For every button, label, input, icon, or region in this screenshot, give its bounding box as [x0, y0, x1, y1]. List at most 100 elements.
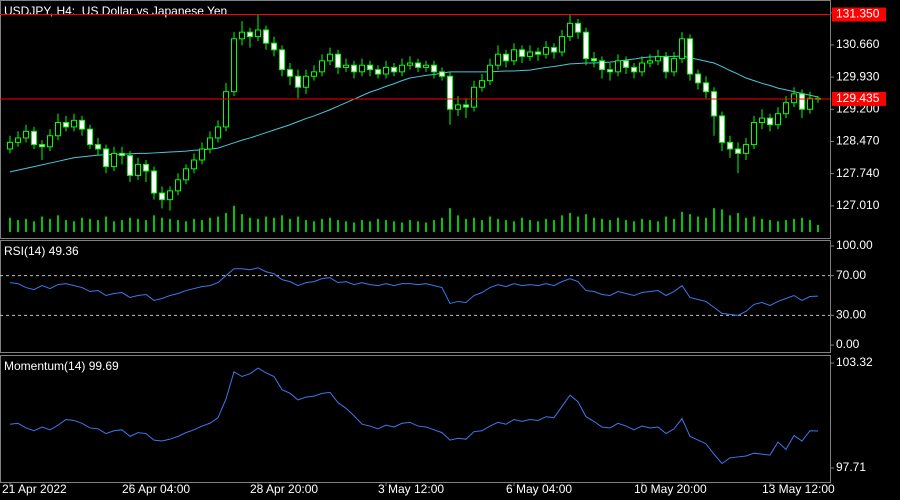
- candle-body: [399, 64, 405, 73]
- candle-body: [327, 53, 333, 62]
- candle-body: [791, 93, 797, 104]
- volume-bar: [273, 217, 275, 232]
- volume-bar: [73, 221, 75, 232]
- y-tick-label: 0.00: [836, 337, 860, 351]
- candle-body: [671, 58, 677, 73]
- candle-body: [623, 60, 629, 68]
- moving-average: [9, 55, 819, 173]
- volume-bar: [121, 220, 123, 232]
- candle-body: [663, 55, 669, 73]
- volume-bar: [25, 218, 27, 232]
- panel-title: USDJPY, H4: US Dollar vs Japanese Yen: [4, 4, 227, 18]
- candle-body: [535, 51, 541, 55]
- x-tick-label: 6 May 04:00: [506, 482, 572, 496]
- volume-bar: [745, 217, 747, 232]
- volume-bar: [289, 218, 291, 232]
- volume-bar: [137, 218, 139, 232]
- candle-body: [391, 66, 397, 73]
- volume-bar: [185, 221, 187, 232]
- volume-bar: [449, 208, 451, 232]
- candle-body: [159, 192, 165, 201]
- volume-bar: [721, 209, 723, 232]
- volume-bar: [49, 218, 51, 232]
- volume-bar: [345, 221, 347, 232]
- candle-body: [407, 62, 413, 66]
- candle-body: [127, 155, 133, 176]
- volume-bar: [257, 218, 259, 232]
- candle-body: [703, 82, 709, 93]
- volume-bar: [665, 216, 667, 232]
- volume-bar: [105, 216, 107, 232]
- candle-body: [591, 58, 597, 62]
- volume-bar: [433, 220, 435, 232]
- candle-body: [151, 170, 157, 194]
- volume-bar: [249, 217, 251, 232]
- volume-bar: [233, 205, 235, 232]
- volume-bar: [97, 220, 99, 232]
- candle-body: [263, 29, 269, 44]
- candle-body: [79, 119, 85, 130]
- volume-bar: [169, 218, 171, 232]
- candle-body: [487, 64, 493, 82]
- volume-bar: [9, 217, 11, 232]
- candle-body: [423, 64, 429, 68]
- volume-bar: [529, 220, 531, 232]
- volume-bar: [793, 218, 795, 232]
- volume-bar: [697, 216, 699, 232]
- volume-bar: [505, 220, 507, 232]
- volume-bar: [521, 217, 523, 232]
- volume-bar: [41, 216, 43, 232]
- candle-body: [647, 60, 653, 64]
- candle-body: [375, 69, 381, 75]
- candle-body: [559, 36, 565, 53]
- candle-body: [135, 163, 141, 176]
- volume-bar: [161, 217, 163, 232]
- candle-body: [255, 29, 261, 38]
- candle-body: [631, 66, 637, 73]
- candle-body: [543, 47, 549, 55]
- volume-bar: [265, 216, 267, 232]
- volume-bar: [713, 208, 715, 232]
- y-tick-label: 30.00: [836, 307, 866, 321]
- candle-body: [15, 137, 21, 143]
- volume-bar: [649, 220, 651, 232]
- volume-bar: [577, 216, 579, 232]
- price-level-label: 129.435: [836, 91, 880, 105]
- volume-bar: [417, 221, 419, 232]
- candle-body: [503, 53, 509, 62]
- volume-bar: [673, 218, 675, 232]
- volume-bar: [145, 220, 147, 232]
- candle-body: [615, 60, 621, 73]
- candle-body: [231, 38, 237, 93]
- y-tick-label: 103.32: [836, 355, 873, 369]
- volume-bar: [777, 221, 779, 232]
- volume-bar: [609, 220, 611, 232]
- candle-body: [383, 66, 389, 75]
- volume-bar: [601, 218, 603, 232]
- volume-bar: [401, 222, 403, 232]
- y-tick-label: 130.660: [836, 37, 880, 51]
- candle-body: [471, 86, 477, 108]
- panel-title: RSI(14) 49.36: [4, 244, 79, 258]
- x-tick-label: 28 Apr 20:00: [250, 482, 318, 496]
- candle-body: [447, 75, 453, 110]
- candle-body: [319, 60, 325, 73]
- volume-bar: [625, 220, 627, 232]
- candle-body: [119, 152, 125, 157]
- volume-bar: [545, 218, 547, 232]
- candle-body: [359, 64, 365, 73]
- volume-bar: [657, 221, 659, 232]
- candle-body: [279, 49, 285, 71]
- candle-body: [463, 104, 469, 108]
- volume-bar: [81, 217, 83, 232]
- candle-body: [575, 22, 581, 33]
- volume-bar: [297, 216, 299, 232]
- candle-body: [343, 64, 349, 68]
- volume-bar: [113, 221, 115, 232]
- volume-bar: [129, 217, 131, 232]
- volume-bar: [225, 212, 227, 232]
- candle-body: [199, 148, 205, 161]
- candle-body: [167, 190, 173, 201]
- volume-bar: [457, 215, 459, 232]
